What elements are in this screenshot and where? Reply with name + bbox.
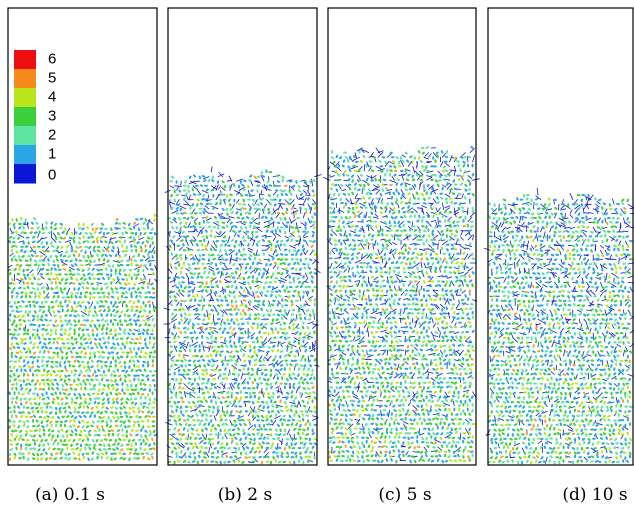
particles xyxy=(7,218,157,461)
particles xyxy=(7,213,157,461)
panel-frame xyxy=(327,7,477,466)
caption: (a) 0.1 s xyxy=(35,485,105,505)
particles xyxy=(487,194,633,465)
particles xyxy=(489,206,631,459)
panel: (c) 5 s xyxy=(323,7,480,505)
legend-label: 1 xyxy=(48,145,56,162)
particles xyxy=(483,187,634,464)
particles xyxy=(167,169,318,465)
particles xyxy=(8,217,158,461)
legend-swatch xyxy=(14,50,36,70)
particles xyxy=(8,217,158,461)
particles xyxy=(329,150,475,464)
panel: (a) 0.1 s xyxy=(7,7,158,505)
panel: (b) 2 s xyxy=(163,7,322,505)
caption: (c) 5 s xyxy=(378,485,431,505)
caption: (d) 10 s xyxy=(562,485,627,505)
particles xyxy=(327,145,475,464)
legend-label: 5 xyxy=(48,69,56,86)
particles xyxy=(167,171,318,465)
particles xyxy=(8,218,156,461)
legend-swatch xyxy=(14,126,36,146)
legend-swatch xyxy=(14,69,36,89)
legend-swatch xyxy=(14,145,36,165)
legend-swatch xyxy=(14,88,36,108)
legend-label: 3 xyxy=(48,107,56,124)
particles xyxy=(169,184,318,464)
panel: (d) 10 s xyxy=(483,7,634,505)
particles xyxy=(167,171,317,465)
legend-swatch xyxy=(14,107,36,127)
panel-frame xyxy=(167,7,318,466)
caption: (b) 2 s xyxy=(218,485,273,505)
legend-label: 4 xyxy=(48,88,56,105)
legend-swatch xyxy=(14,164,36,184)
particles xyxy=(328,169,474,459)
legend-label: 6 xyxy=(48,50,56,67)
particles xyxy=(487,197,632,465)
particles xyxy=(177,175,315,465)
particles xyxy=(487,194,633,463)
particles xyxy=(487,194,633,465)
panel-frame xyxy=(487,7,634,466)
legend-label: 0 xyxy=(48,166,56,183)
legend-label: 2 xyxy=(48,126,56,143)
panel-frame xyxy=(7,7,158,466)
particles xyxy=(327,146,476,464)
particles xyxy=(328,156,476,463)
